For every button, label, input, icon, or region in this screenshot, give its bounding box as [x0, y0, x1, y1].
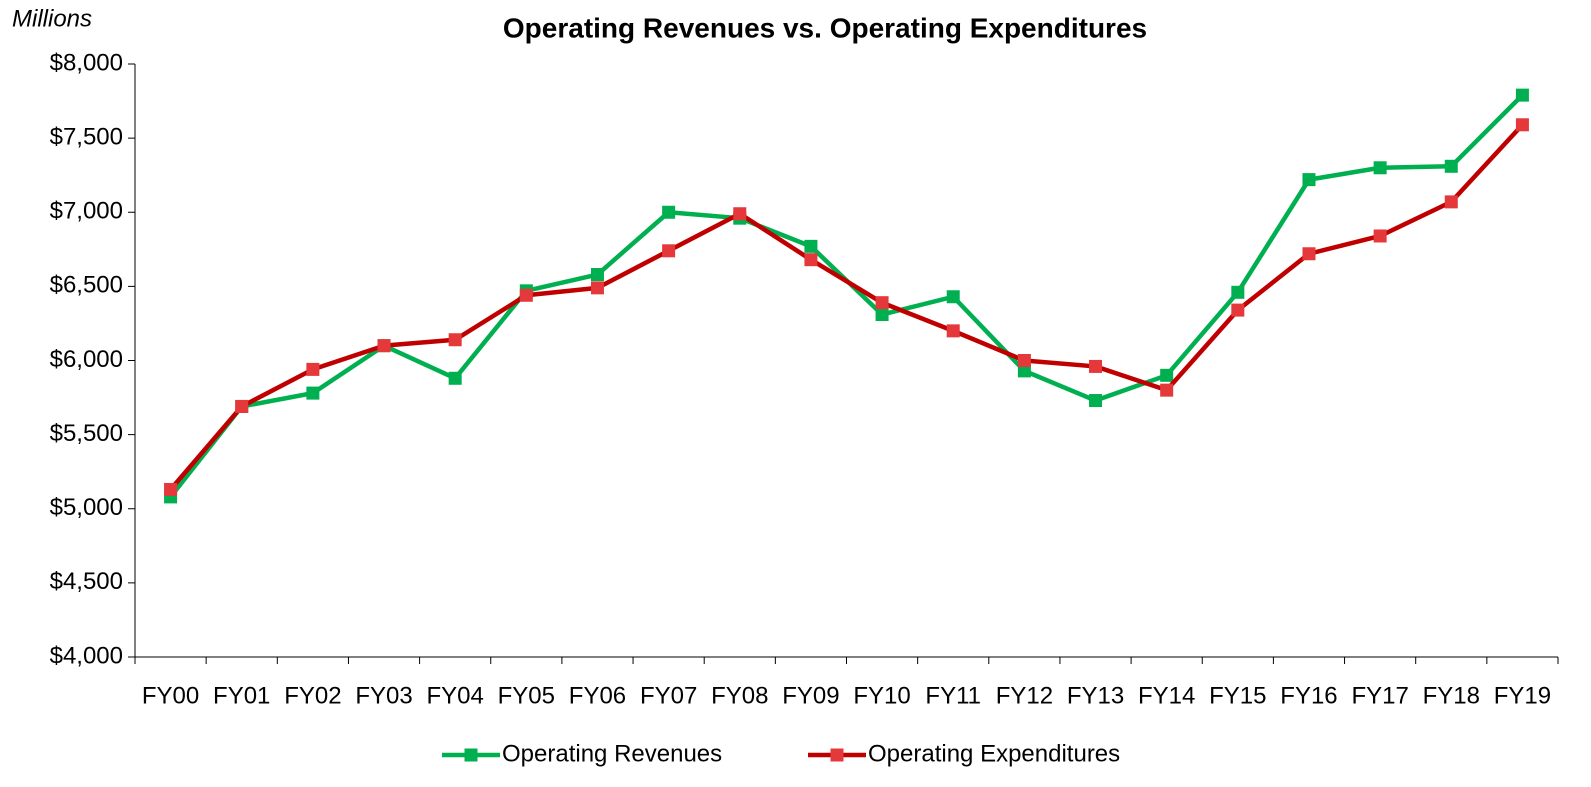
- x-tick-label: FY19: [1494, 682, 1551, 709]
- marker: [1373, 229, 1387, 243]
- x-tick-label: FY14: [1138, 682, 1195, 709]
- marker: [1017, 354, 1031, 367]
- marker: [306, 386, 320, 400]
- marker: [448, 333, 462, 347]
- x-tick-label: FY10: [853, 682, 910, 709]
- marker: [1017, 364, 1031, 378]
- x-tick-label: FY18: [1423, 682, 1480, 709]
- x-tick-label: FY04: [426, 682, 483, 709]
- x-tick-label: FY02: [284, 682, 341, 709]
- y-tick-label: $7,000: [50, 198, 123, 225]
- marker: [875, 296, 889, 310]
- x-tick-label: FY03: [355, 682, 412, 709]
- series-line: [168, 123, 1525, 491]
- x-tick-label: FY11: [925, 682, 981, 709]
- y-tick-label: $6,500: [50, 272, 123, 299]
- marker: [519, 288, 533, 302]
- legend-marker: [464, 748, 478, 762]
- legend-label: Operating Expenditures: [868, 740, 1120, 767]
- y-tick-label: $5,000: [50, 494, 123, 521]
- marker: [662, 244, 676, 258]
- marker: [1089, 394, 1103, 408]
- marker: [306, 362, 320, 376]
- marker: [1515, 88, 1529, 102]
- marker: [733, 207, 747, 221]
- x-tick-label: FY15: [1209, 682, 1266, 709]
- marker: [377, 339, 391, 353]
- marker: [1160, 383, 1174, 397]
- y-tick-label: $7,500: [50, 123, 123, 150]
- marker: [1160, 368, 1174, 382]
- x-tick-label: FY01: [213, 682, 270, 709]
- y-axis-label: Millions: [12, 5, 92, 32]
- marker: [1302, 173, 1316, 187]
- marker: [804, 239, 818, 253]
- marker: [164, 482, 178, 496]
- y-tick-label: $6,000: [50, 346, 123, 373]
- x-tick-label: FY17: [1351, 682, 1408, 709]
- y-tick-label: $4,500: [50, 568, 123, 595]
- x-tick-label: FY16: [1280, 682, 1337, 709]
- marker: [1302, 247, 1316, 261]
- marker: [590, 268, 604, 282]
- marker: [804, 253, 818, 267]
- marker: [946, 324, 960, 338]
- y-tick-label: $8,000: [50, 49, 123, 76]
- legend-label: Operating Revenues: [502, 740, 722, 767]
- marker: [1515, 118, 1529, 132]
- marker: [1444, 195, 1458, 209]
- x-tick-label: FY05: [498, 682, 555, 709]
- x-tick-label: FY08: [711, 682, 768, 709]
- marker: [590, 281, 604, 295]
- chart-title: Operating Revenues vs. Operating Expendi…: [503, 12, 1147, 43]
- x-tick-label: FY13: [1067, 682, 1124, 709]
- x-tick-label: FY00: [142, 682, 199, 709]
- y-tick-label: $5,500: [50, 420, 123, 447]
- x-tick-label: FY09: [782, 682, 839, 709]
- legend-marker: [830, 748, 844, 762]
- marker: [235, 399, 249, 413]
- x-tick-label: FY07: [640, 682, 697, 709]
- marker: [1373, 161, 1387, 175]
- y-tick-label: $4,000: [50, 642, 123, 669]
- x-tick-label: FY12: [996, 682, 1053, 709]
- marker: [875, 308, 889, 322]
- marker: [1231, 285, 1245, 299]
- marker: [946, 290, 960, 304]
- series-line: [168, 93, 1525, 499]
- x-tick-label: FY06: [569, 682, 626, 709]
- marker: [1089, 359, 1103, 373]
- marker: [1444, 159, 1458, 173]
- marker: [1231, 303, 1245, 317]
- marker: [448, 371, 462, 385]
- marker: [662, 205, 676, 219]
